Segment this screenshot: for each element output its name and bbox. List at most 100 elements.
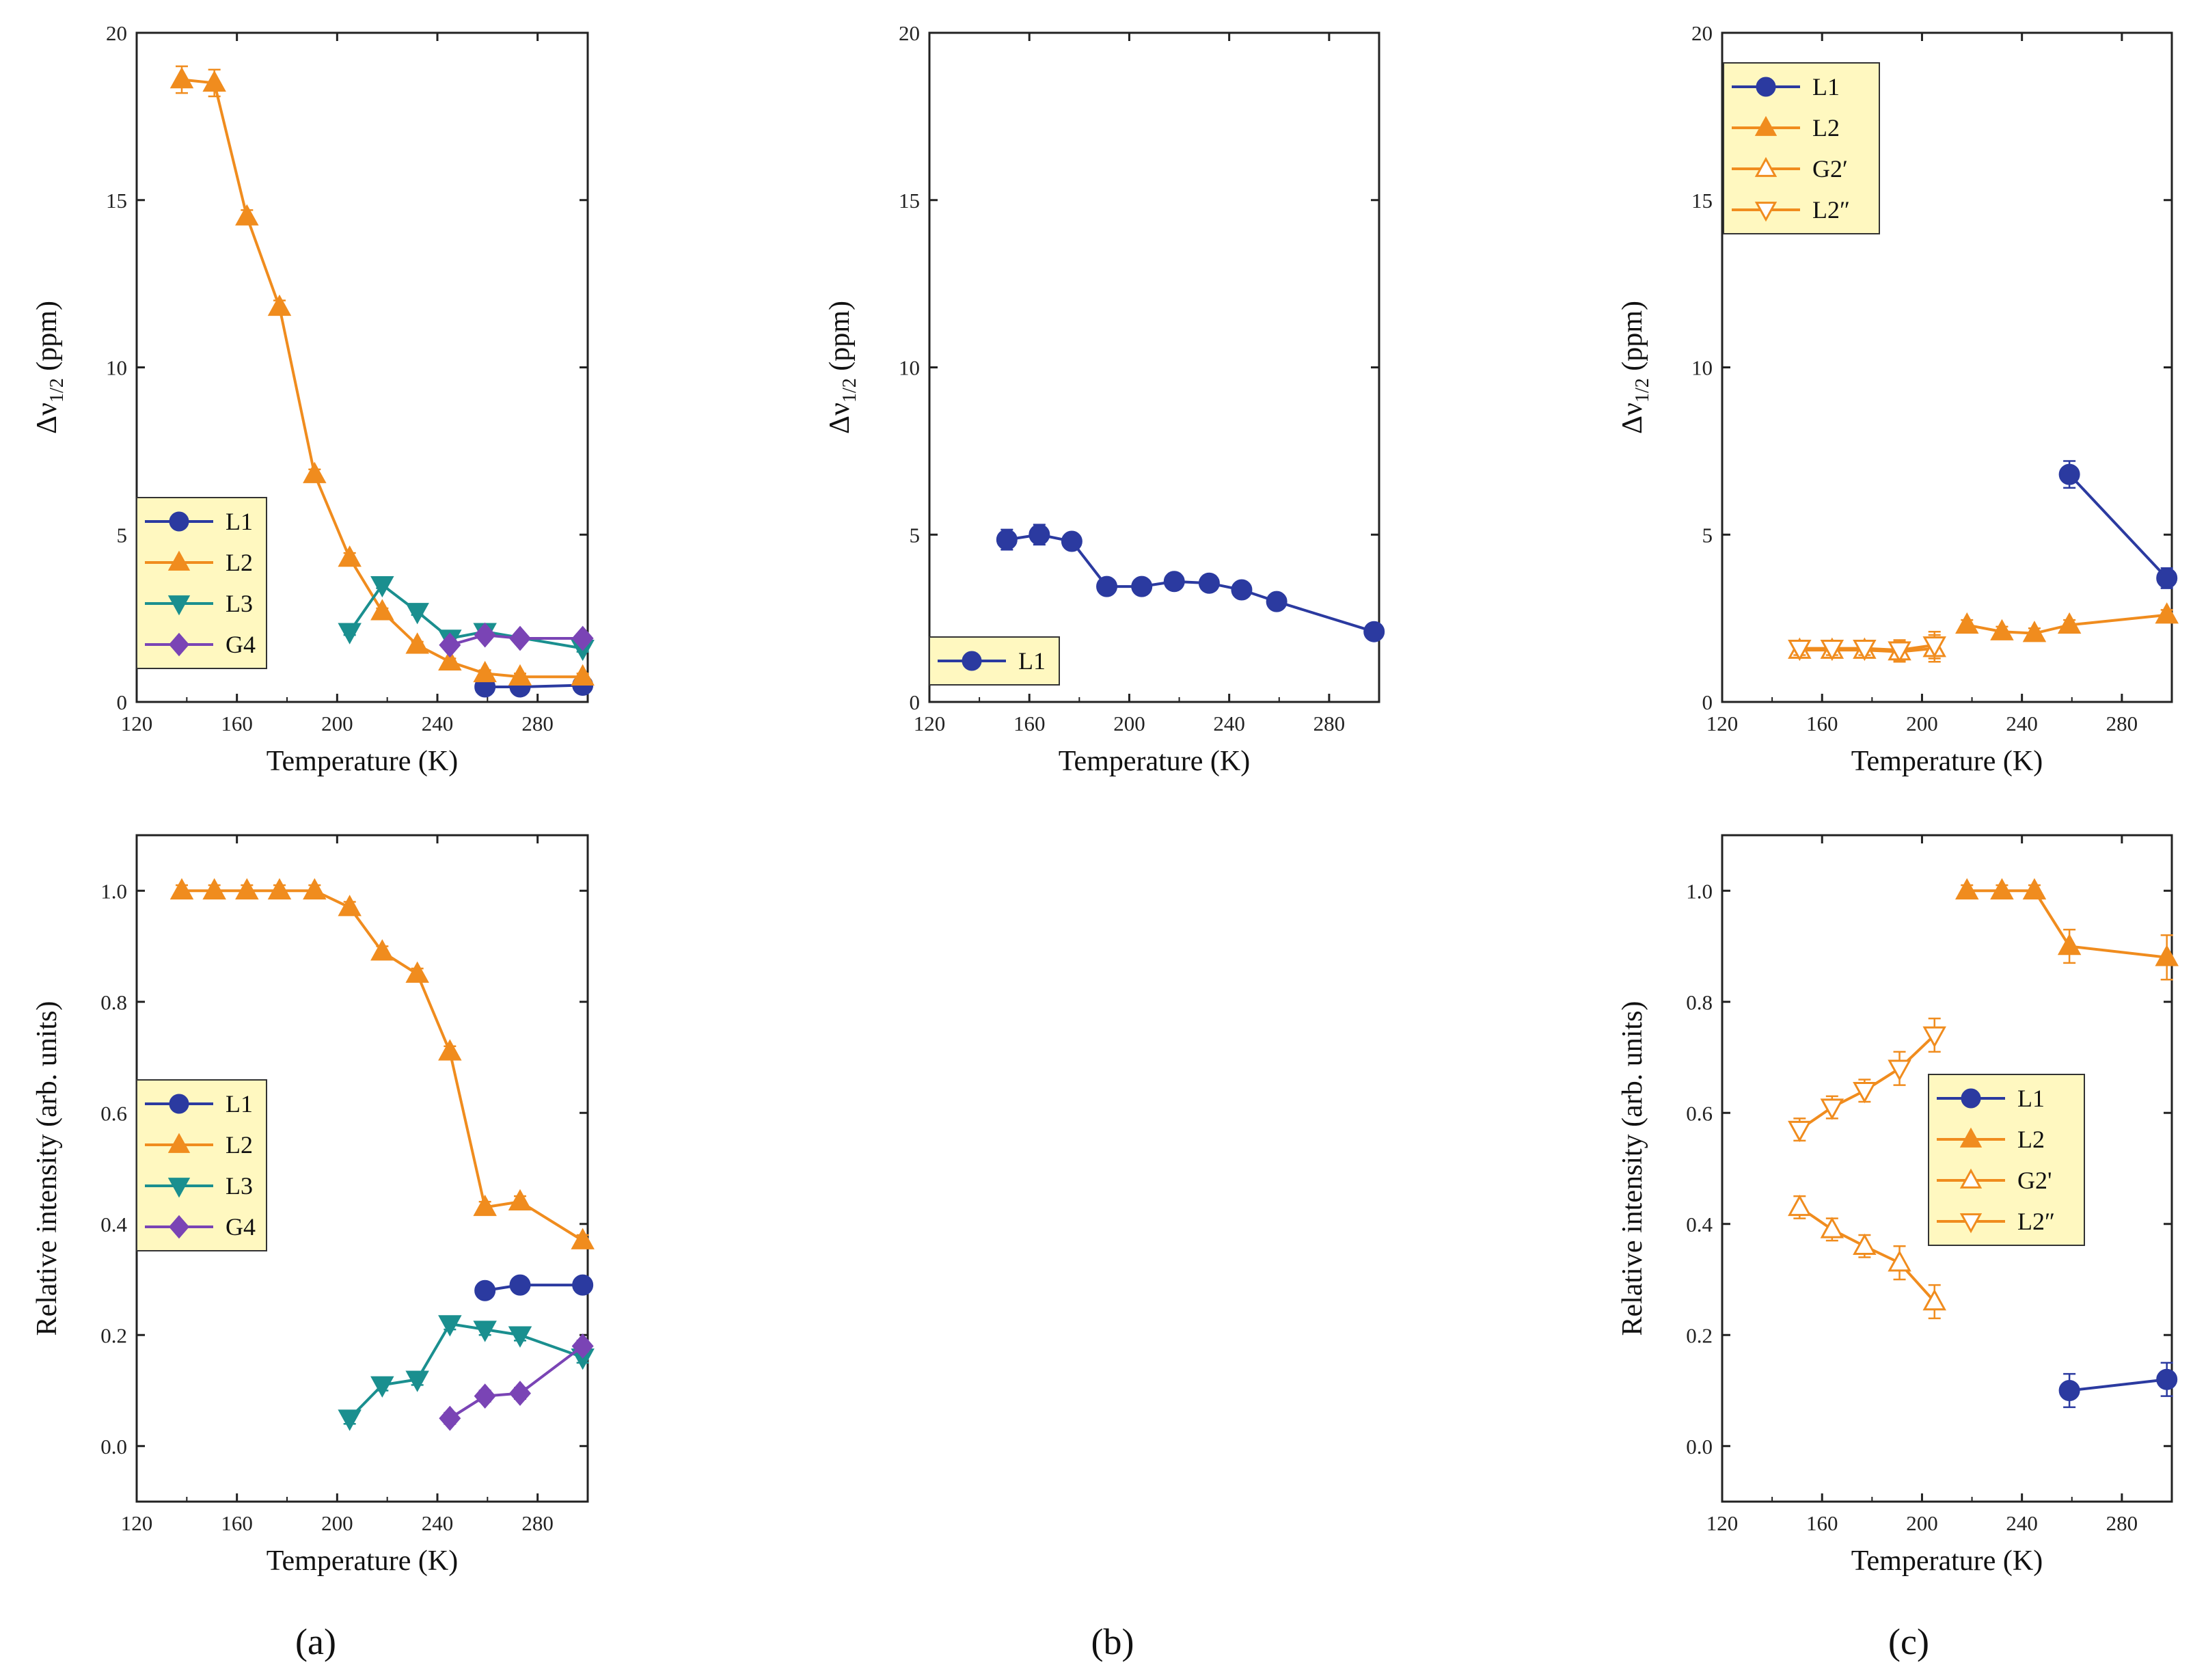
y-axis-label: Δν1/2 (ppm) bbox=[824, 301, 860, 434]
x-tick-label: 240 bbox=[422, 712, 454, 735]
series-L2 bbox=[1955, 602, 2179, 642]
series-line bbox=[349, 582, 584, 650]
y-axis-label-main: Δν bbox=[1617, 403, 1648, 434]
legend-label: G4 bbox=[226, 631, 256, 658]
y-tick-label: 5 bbox=[117, 523, 128, 547]
data-point bbox=[509, 625, 531, 651]
legend-label: L3 bbox=[226, 590, 253, 617]
data-point bbox=[473, 1320, 497, 1342]
plot-frame bbox=[928, 31, 1380, 703]
y-tick-label: 15 bbox=[106, 189, 127, 213]
data-point bbox=[1096, 575, 1118, 597]
x-tick-label: 280 bbox=[2106, 1511, 2138, 1535]
legend-label: G2' bbox=[2017, 1167, 2052, 1194]
series-L1 bbox=[2058, 460, 2178, 589]
y-tick-label: 0.2 bbox=[100, 1323, 127, 1347]
legend-marker bbox=[1959, 1127, 1983, 1148]
legend-marker bbox=[167, 1178, 191, 1198]
y-tick-label: 15 bbox=[1691, 189, 1713, 213]
chart-panel-a-top: 120 160 200 240 280 0 5 10 15 20 Temperature (K) Δν… bbox=[31, 21, 595, 777]
legend-marker bbox=[167, 550, 191, 571]
subfigure-label: (c) bbox=[1888, 1621, 1929, 1662]
y-tick-label: 10 bbox=[899, 356, 920, 380]
x-tick-label: 200 bbox=[1906, 1511, 1938, 1535]
data-point bbox=[1029, 524, 1050, 545]
y-axis-label: Relative intensity (arb. units) bbox=[1617, 1001, 1648, 1336]
data-point bbox=[438, 1315, 462, 1337]
y-axis-label-main: Δν bbox=[824, 403, 856, 434]
y-tick-label: 1.0 bbox=[1686, 879, 1713, 903]
y-tick-label: 0.0 bbox=[1686, 1435, 1713, 1459]
y-tick-label: 20 bbox=[106, 21, 127, 45]
data-point bbox=[370, 1376, 394, 1398]
data-point bbox=[235, 878, 259, 899]
legend: L1 L2 L3 G4 bbox=[136, 497, 267, 669]
data-point bbox=[2156, 1368, 2178, 1390]
data-point bbox=[1788, 1194, 1812, 1217]
data-point bbox=[1788, 639, 1812, 662]
x-axis-label: Temperature (K) bbox=[1059, 746, 1250, 777]
legend-box bbox=[1723, 62, 1880, 234]
legend-marker bbox=[169, 511, 189, 532]
series-line bbox=[2069, 1378, 2167, 1392]
series-G4 bbox=[439, 1333, 594, 1431]
series-G2' bbox=[1788, 1194, 1946, 1320]
x-tick-label: 280 bbox=[1313, 712, 1346, 735]
x-tick-label: 120 bbox=[1706, 712, 1739, 735]
legend: L1 L2 G2' L2″ bbox=[1928, 1074, 2085, 1246]
x-axis-label: Temperature (K) bbox=[1851, 746, 2043, 777]
series-line bbox=[449, 634, 583, 647]
series-L2″ bbox=[1788, 630, 1946, 663]
chart-panel-c-bottom: 120 160 200 240 280 0.0 0.2 0.4 0.6 0.8 1.0 Tempera… bbox=[1617, 834, 2179, 1662]
y-axis-label-subscript: 1/2 bbox=[1632, 378, 1653, 403]
series-L1 bbox=[474, 1274, 594, 1301]
chart-panel-c-top: 120 160 200 240 280 0 5 10 15 20 Temperature (K) Δν… bbox=[1617, 21, 2179, 777]
x-tick-label: 240 bbox=[1213, 712, 1245, 735]
data-point bbox=[338, 623, 362, 645]
data-point bbox=[405, 961, 429, 983]
data-point bbox=[508, 1189, 532, 1210]
data-point bbox=[508, 1326, 532, 1348]
data-point bbox=[405, 603, 429, 625]
y-tick-label: 5 bbox=[910, 523, 921, 547]
y-tick-label: 1.0 bbox=[100, 879, 127, 903]
data-point bbox=[508, 664, 532, 686]
data-point bbox=[2058, 463, 2080, 485]
data-point bbox=[1061, 530, 1082, 552]
y-axis-label: Δν1/2 (ppm) bbox=[31, 301, 68, 434]
legend-box bbox=[1928, 1074, 2085, 1246]
legend-marker bbox=[1756, 77, 1776, 97]
legend-marker bbox=[1754, 202, 1778, 222]
legend-label: L2 bbox=[226, 1131, 253, 1159]
series-L1 bbox=[2058, 1361, 2178, 1409]
legend-marker bbox=[1754, 116, 1778, 136]
y-tick-label: 0.4 bbox=[100, 1212, 127, 1236]
x-axis-label: Temperature (K) bbox=[1851, 1545, 2043, 1577]
data-point bbox=[1990, 878, 2014, 899]
series-L2 bbox=[1955, 878, 2179, 981]
y-tick-label: 5 bbox=[1702, 523, 1713, 547]
data-point bbox=[1788, 1120, 1812, 1143]
data-point bbox=[1922, 1026, 1946, 1048]
legend-box bbox=[136, 1079, 267, 1251]
legend-label: L1 bbox=[1018, 647, 1046, 675]
data-point bbox=[370, 575, 394, 598]
legend: L1 L2 G2′ L2″ bbox=[1723, 62, 1880, 234]
data-point bbox=[169, 878, 194, 899]
legend-box bbox=[136, 497, 267, 669]
data-point bbox=[1820, 1217, 1844, 1238]
y-tick-label: 10 bbox=[106, 356, 127, 380]
x-tick-label: 120 bbox=[121, 1511, 153, 1535]
data-point bbox=[509, 1274, 531, 1296]
legend-marker bbox=[167, 595, 191, 616]
legend-marker bbox=[1959, 1213, 1983, 1234]
data-point bbox=[1363, 621, 1385, 642]
data-point bbox=[1955, 878, 1979, 899]
data-point bbox=[2022, 621, 2047, 642]
y-axis-label-unit: (ppm) bbox=[824, 301, 856, 378]
data-point bbox=[473, 1194, 497, 1217]
legend-label: L1 bbox=[226, 508, 253, 535]
series-line bbox=[449, 1344, 584, 1420]
y-axis-label: Δν1/2 (ppm) bbox=[1617, 301, 1653, 434]
series-L3 bbox=[338, 1315, 595, 1431]
